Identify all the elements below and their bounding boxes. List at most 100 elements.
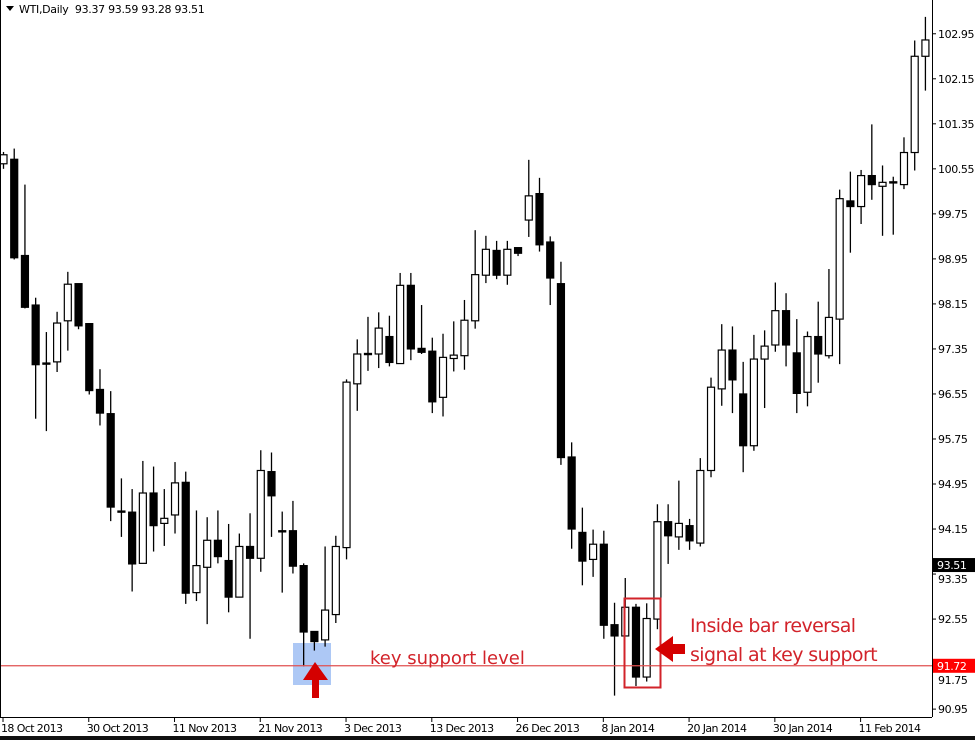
- candle-body-bear: [631, 606, 641, 678]
- candle-body-bull: [52, 322, 62, 363]
- candle-body-bear: [546, 241, 555, 279]
- candle-body-bull: [706, 386, 716, 472]
- candle: [878, 165, 887, 236]
- candle: [20, 184, 30, 309]
- support-price-tag-label: 91.72: [937, 660, 967, 673]
- candle: [792, 319, 801, 414]
- candle-body-bull: [342, 381, 351, 549]
- candle: [610, 602, 619, 696]
- y-tick-label: 98.15: [938, 298, 968, 311]
- candle: [492, 240, 501, 280]
- candle-body-bull: [449, 354, 458, 360]
- candle-body-bear: [556, 283, 566, 459]
- candle-body-bear: [363, 352, 373, 356]
- candle: [546, 236, 555, 306]
- candle: [449, 321, 458, 372]
- candle-body-bear: [74, 283, 83, 327]
- candle-body-bear: [288, 530, 298, 567]
- candle: [535, 177, 544, 252]
- candle: [396, 272, 405, 365]
- x-tick-label: 8 Jan 2014: [601, 722, 655, 735]
- candle: [267, 452, 276, 537]
- candle-body-bull: [771, 310, 780, 346]
- candle: [203, 517, 212, 625]
- candle-body-bull: [899, 151, 909, 186]
- candle: [149, 466, 158, 552]
- candle: [106, 391, 115, 522]
- candle: [642, 603, 651, 682]
- candle-body-bull: [503, 248, 512, 276]
- candle: [170, 462, 180, 534]
- candle: [781, 293, 791, 367]
- candle: [117, 478, 126, 537]
- candle: [235, 533, 244, 598]
- candle-body-bull: [256, 469, 265, 559]
- candle: [760, 330, 769, 409]
- candle-body-bull: [138, 492, 147, 564]
- candle: [856, 169, 866, 224]
- candle-body-bull: [760, 345, 769, 360]
- candle-body-bear: [310, 630, 319, 643]
- current-price-tag-box: [933, 558, 975, 573]
- candle: [674, 480, 683, 550]
- candle-body-bear: [685, 525, 694, 542]
- candle-body-bear: [578, 531, 587, 562]
- y-tick-label: 98.95: [938, 253, 968, 266]
- dropdown-triangle-icon[interactable]: [6, 6, 14, 11]
- candle-body-bear: [117, 510, 126, 513]
- candle-body-bear: [106, 413, 115, 508]
- candle: [910, 40, 919, 171]
- up-arrow-icon: [303, 662, 328, 698]
- candle: [385, 315, 394, 367]
- candle-body-bear: [428, 350, 437, 403]
- candle: [138, 460, 147, 564]
- y-tick-label: 92.55: [938, 613, 968, 626]
- candle-body-bear: [739, 393, 748, 447]
- candle: [460, 299, 469, 370]
- candle-body-bull: [653, 521, 662, 620]
- candle: [374, 312, 383, 369]
- candle: [503, 240, 512, 285]
- candle-body-bear: [492, 249, 501, 276]
- candle-body-bear: [814, 335, 823, 355]
- candle: [513, 247, 523, 257]
- candle-body-bear: [599, 543, 608, 626]
- candle: [653, 504, 662, 630]
- candle-body-bear: [846, 200, 855, 208]
- candle-body-bear: [417, 347, 426, 353]
- candle-body-bear: [792, 352, 801, 394]
- key-support-annotation: key support level: [370, 648, 525, 669]
- candles-layer: [0, 16, 930, 696]
- candle: [588, 529, 598, 577]
- candle-body-bear: [867, 174, 876, 186]
- candle-body-bear: [181, 481, 190, 594]
- annotation-layer: [303, 597, 685, 698]
- candle: [128, 489, 137, 592]
- candle: [52, 311, 62, 373]
- candle: [578, 507, 587, 586]
- candle: [728, 326, 737, 414]
- candle-body-bull: [889, 181, 898, 184]
- candle: [256, 450, 265, 572]
- candle-body-bear: [278, 530, 287, 533]
- candle: [192, 510, 201, 602]
- candle: [739, 361, 748, 473]
- y-tick-label: 90.95: [938, 703, 968, 716]
- candle: [406, 272, 415, 361]
- candle: [631, 603, 641, 687]
- candle: [31, 297, 40, 419]
- y-tick-label: 94.95: [938, 478, 968, 491]
- candle: [867, 124, 876, 200]
- candle-body-bull: [170, 482, 180, 516]
- candle-body-bull: [374, 327, 383, 355]
- candle: [331, 535, 340, 624]
- candle: [85, 323, 94, 395]
- candle: [181, 471, 190, 604]
- candle: [0, 151, 8, 169]
- candle-body-bull: [160, 517, 169, 524]
- candle-body-bear: [781, 310, 791, 346]
- y-tick-label: 102.15: [938, 73, 974, 86]
- candle: [846, 171, 855, 253]
- candle-body-bear: [299, 565, 308, 633]
